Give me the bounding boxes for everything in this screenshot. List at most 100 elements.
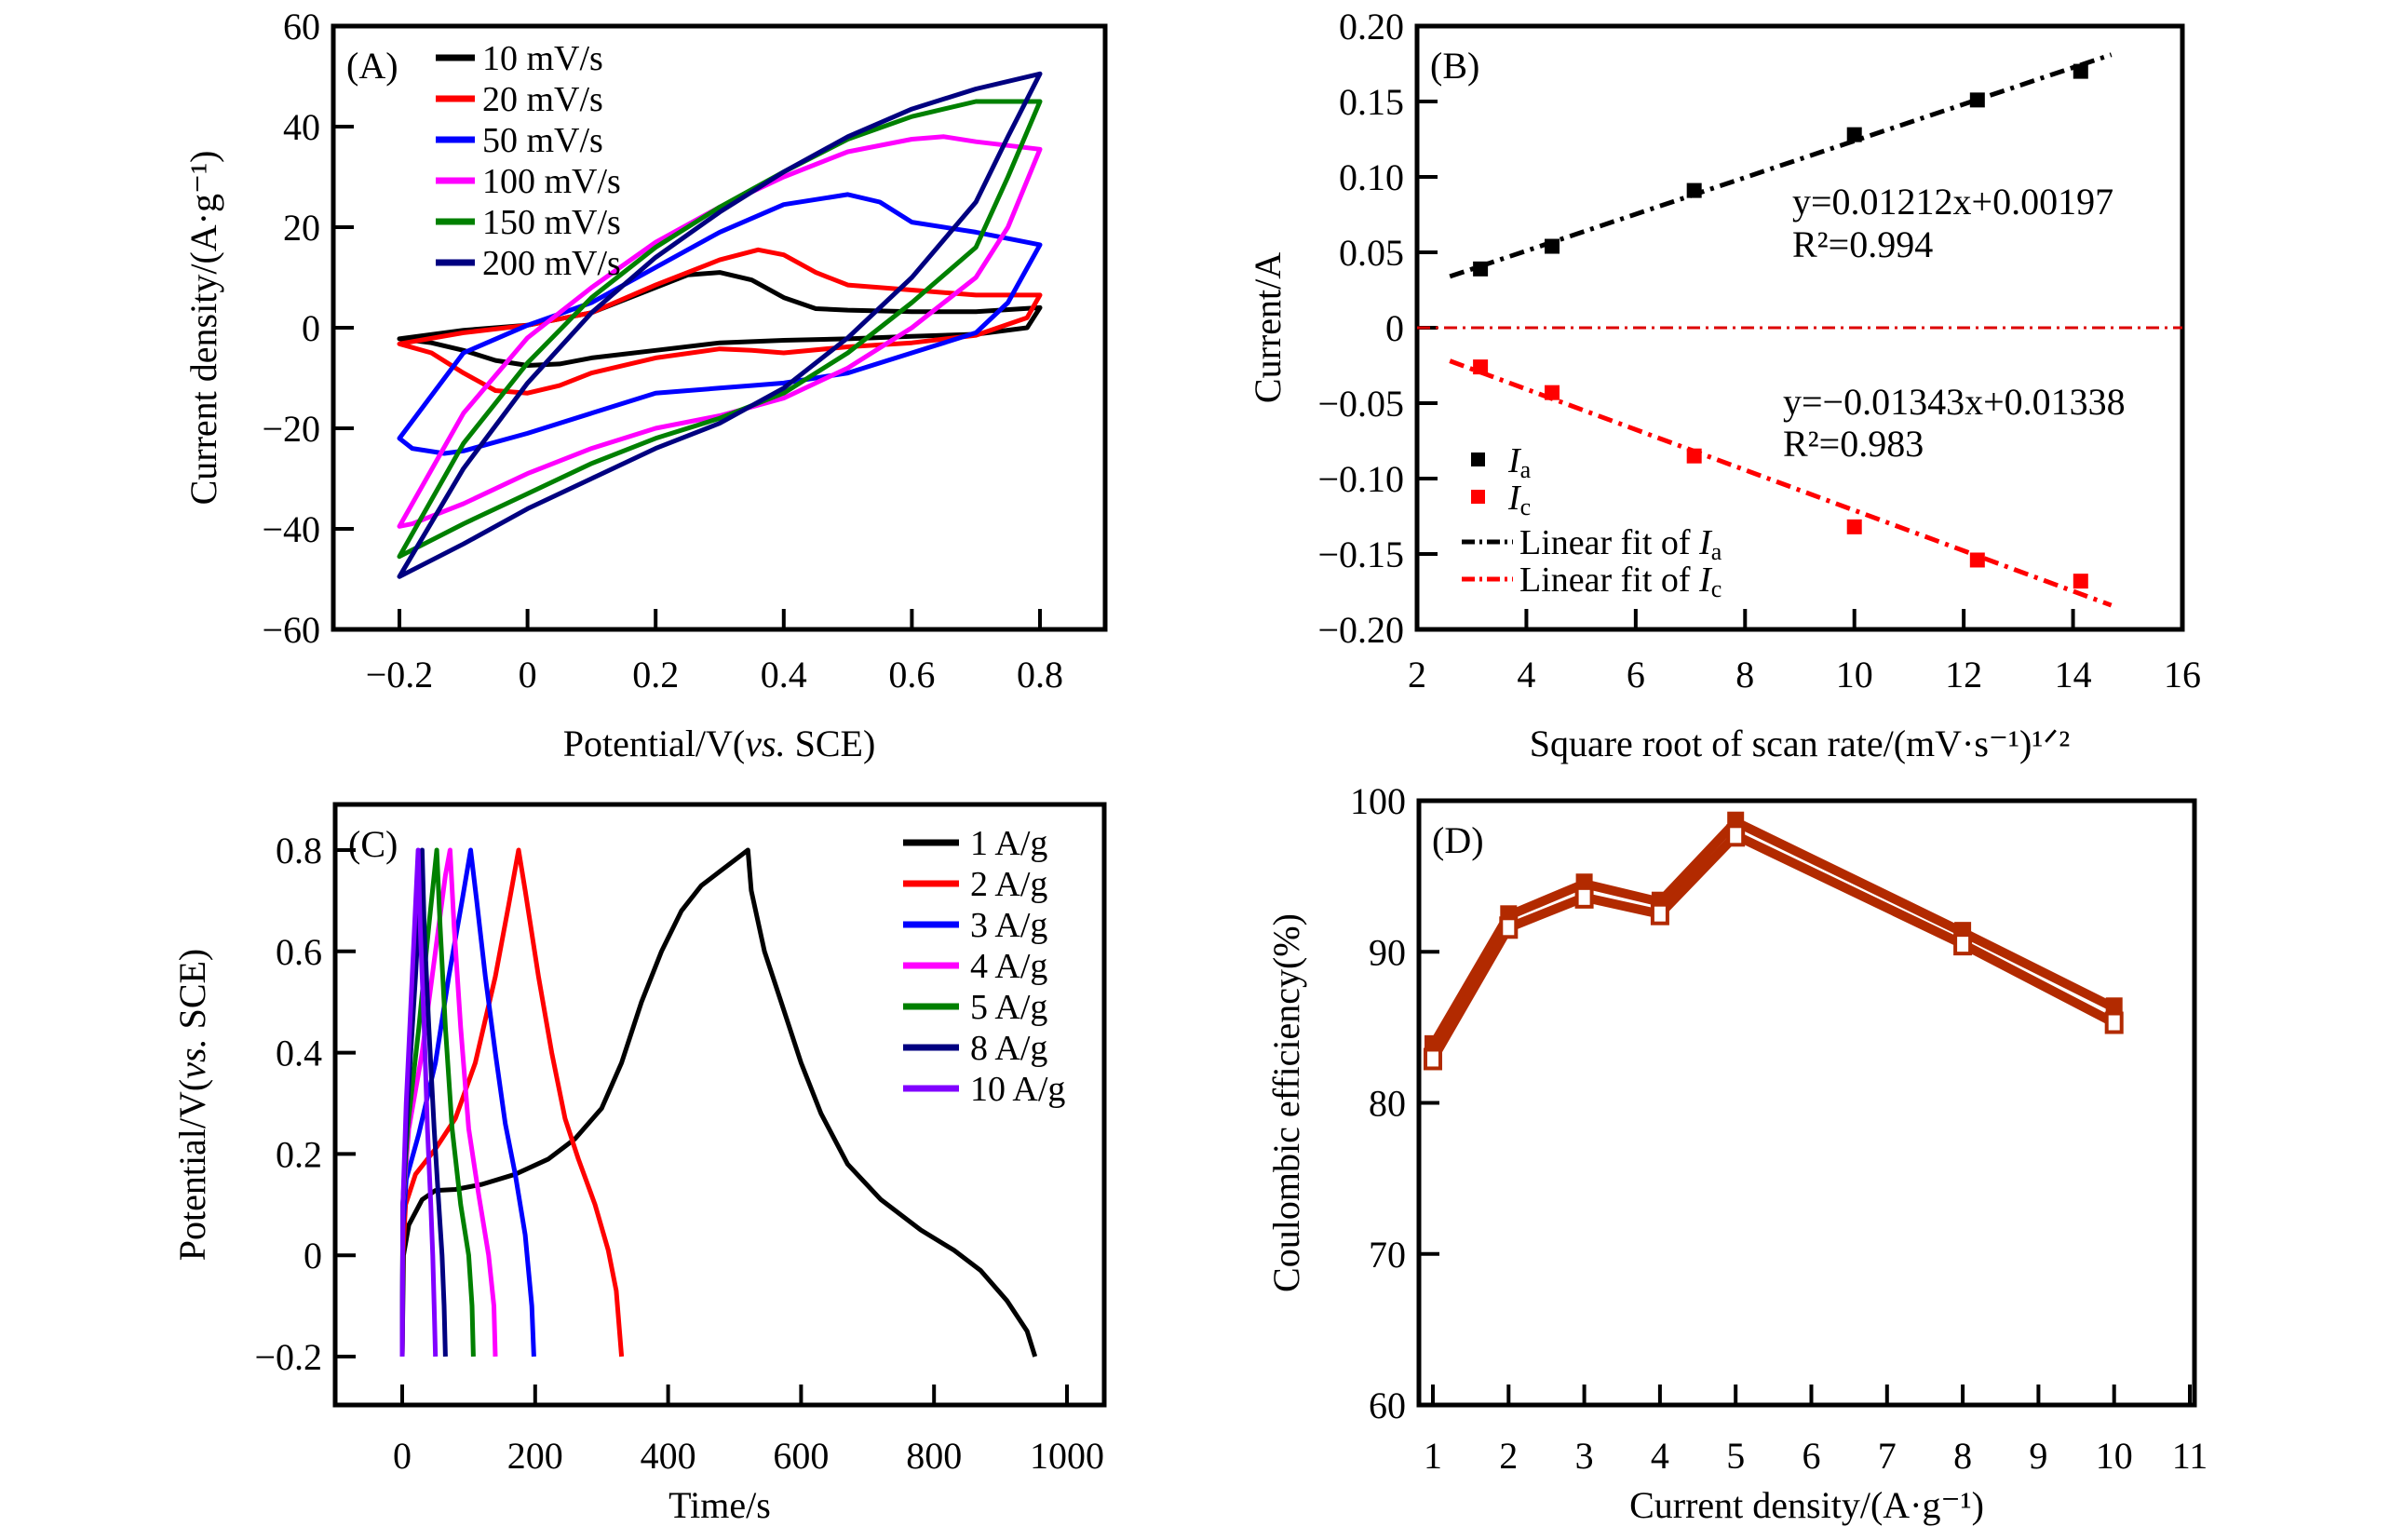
y-axis-title: Potential/V(vs. SCE) xyxy=(171,949,213,1262)
data-point-open xyxy=(1424,1047,1442,1071)
x-tick-label: 2 xyxy=(1408,654,1426,696)
x-tick-label: 10 xyxy=(1836,654,1873,696)
fit-r2: R²=0.983 xyxy=(1783,423,1924,465)
x-tick-label: 16 xyxy=(2164,654,2201,696)
x-tick-label: 6 xyxy=(1627,654,1645,696)
x-tick-label: 10 xyxy=(2096,1435,2133,1477)
y-tick-label: 100 xyxy=(1350,780,1406,822)
y-tick-label: 0 xyxy=(302,307,320,349)
x-tick-label: 0.4 xyxy=(761,654,807,696)
fit-line xyxy=(1449,52,2113,279)
data-point-open xyxy=(1574,885,1594,909)
x-tick-label: 8 xyxy=(1953,1435,1972,1477)
data-point xyxy=(1473,261,1489,277)
cv-curve-100-mV-s xyxy=(397,134,1043,529)
legend-label: Linear fit of Ia xyxy=(1519,523,1722,565)
y-tick-label: 0.8 xyxy=(276,830,322,871)
plot-frame xyxy=(331,23,1108,632)
data-point xyxy=(1969,92,1985,108)
x-tick-label: 9 xyxy=(2029,1435,2047,1477)
y-tick-label: 0.15 xyxy=(1339,81,1404,123)
data-point xyxy=(2073,574,2088,589)
data-point xyxy=(1545,238,1560,254)
x-tick-label: 1000 xyxy=(1030,1435,1104,1477)
data-point xyxy=(1545,385,1560,400)
x-tick-label: 0.2 xyxy=(632,654,679,696)
plot-frame xyxy=(1416,798,2197,1408)
legend-label: 150 mV/s xyxy=(482,203,621,242)
data-point xyxy=(2073,63,2088,79)
legend-label: 3 A/g xyxy=(970,906,1047,945)
legend-label: 4 A/g xyxy=(970,947,1047,986)
y-tick-label: −0.15 xyxy=(1317,534,1404,575)
x-tick-label: 2 xyxy=(1499,1435,1518,1477)
legend-label: Ic xyxy=(1507,479,1531,520)
x-tick-label: 3 xyxy=(1575,1435,1594,1477)
data-point-open xyxy=(1650,902,1669,925)
data-point xyxy=(1846,127,1862,142)
legend-label: 5 A/g xyxy=(970,988,1047,1027)
x-tick-label: 0 xyxy=(393,1435,412,1477)
y-tick-label: 60 xyxy=(1369,1385,1406,1426)
y-tick-label: 20 xyxy=(283,207,320,249)
panel-label: (B) xyxy=(1430,45,1479,87)
x-tick-label: 11 xyxy=(2172,1435,2208,1477)
fit-line xyxy=(1449,358,2113,608)
plot-frame xyxy=(332,802,1107,1408)
x-tick-label: 0.6 xyxy=(888,654,935,696)
data-point xyxy=(1969,552,1985,568)
x-axis-title: Current density/(A·g⁻¹) xyxy=(1629,1484,1984,1526)
legend-marker xyxy=(1471,453,1485,466)
legend-label: 1 A/g xyxy=(970,824,1047,863)
x-tick-label: 1 xyxy=(1424,1435,1442,1477)
legend-label: 200 mV/s xyxy=(482,244,621,283)
x-axis-title: Square root of scan rate/(mV·s⁻¹)¹ᐟ² xyxy=(1530,723,2071,764)
cv-curve-150-mV-s xyxy=(397,99,1043,560)
panel-d-coulombic-efficiency: 1 2 3 4 5 6 7 8 9 10 11 60 70 80 90 100 (D) Current densi… xyxy=(1265,780,2208,1526)
cv-curve-10-mV-s xyxy=(397,270,1043,368)
legend-label: 50 mV/s xyxy=(482,121,603,160)
y-tick-label: 0 xyxy=(1385,307,1404,349)
cv-curve-20-mV-s xyxy=(397,247,1043,396)
x-axis-title: Time/s xyxy=(668,1484,771,1526)
panel-label: (A) xyxy=(346,45,398,87)
gcd-curve-10-A-g xyxy=(399,847,439,1358)
data-point xyxy=(1686,182,1702,198)
data-point-open xyxy=(1499,916,1519,939)
y-axis-title: Current density/(A·g⁻¹) xyxy=(182,151,224,506)
x-tick-label: 0 xyxy=(519,654,537,696)
data-point-open xyxy=(1726,824,1746,847)
fit-equation: y=−0.01343x+0.01338 xyxy=(1783,381,2126,423)
x-tick-label: 4 xyxy=(1651,1435,1669,1477)
cv-curve-50-mV-s xyxy=(397,192,1043,456)
legend-label: 2 A/g xyxy=(970,865,1047,904)
y-tick-label: 40 xyxy=(283,106,320,148)
y-tick-label: −0.2 xyxy=(254,1336,322,1378)
y-tick-label: 0.2 xyxy=(276,1133,322,1175)
legend-label: 100 mV/s xyxy=(482,162,621,201)
data-point xyxy=(1686,448,1702,464)
legend-label: Linear fit of Ic xyxy=(1519,561,1722,602)
y-tick-label: 0.10 xyxy=(1339,156,1404,198)
y-axis-title: Current/A xyxy=(1247,252,1289,403)
panel-c-gcd-curves: 0 200 400 600 800 1000 −0.2 0 0.2 0.4 0.6 0.8 (C) 1 A… xyxy=(171,802,1107,1526)
fit-r2: R²=0.994 xyxy=(1792,223,1933,265)
y-tick-label: 0 xyxy=(304,1235,322,1277)
y-tick-label: 90 xyxy=(1369,931,1406,973)
gcd-curve-3-A-g xyxy=(399,847,536,1358)
panel-a-cv-curves: −0.2 0 0.2 0.4 0.6 0.8 −60 −40 −20 0 20 40 60 (A) 10 m… xyxy=(182,6,1108,764)
y-tick-label: −0.20 xyxy=(1317,609,1404,651)
x-tick-label: 14 xyxy=(2055,654,2092,696)
x-tick-label: 8 xyxy=(1735,654,1754,696)
panel-label: (D) xyxy=(1432,819,1484,861)
x-tick-label: 7 xyxy=(1878,1435,1897,1477)
y-tick-label: −60 xyxy=(262,609,320,651)
cv-curve-200-mV-s xyxy=(397,71,1043,579)
y-tick-label: −0.05 xyxy=(1317,383,1404,425)
x-tick-label: −0.2 xyxy=(366,654,434,696)
x-tick-label: 0.8 xyxy=(1017,654,1063,696)
x-tick-label: 12 xyxy=(1945,654,1982,696)
efficiency-line xyxy=(1428,831,2117,1061)
data-point-open xyxy=(1953,933,1973,956)
y-tick-label: 0.05 xyxy=(1339,232,1404,274)
